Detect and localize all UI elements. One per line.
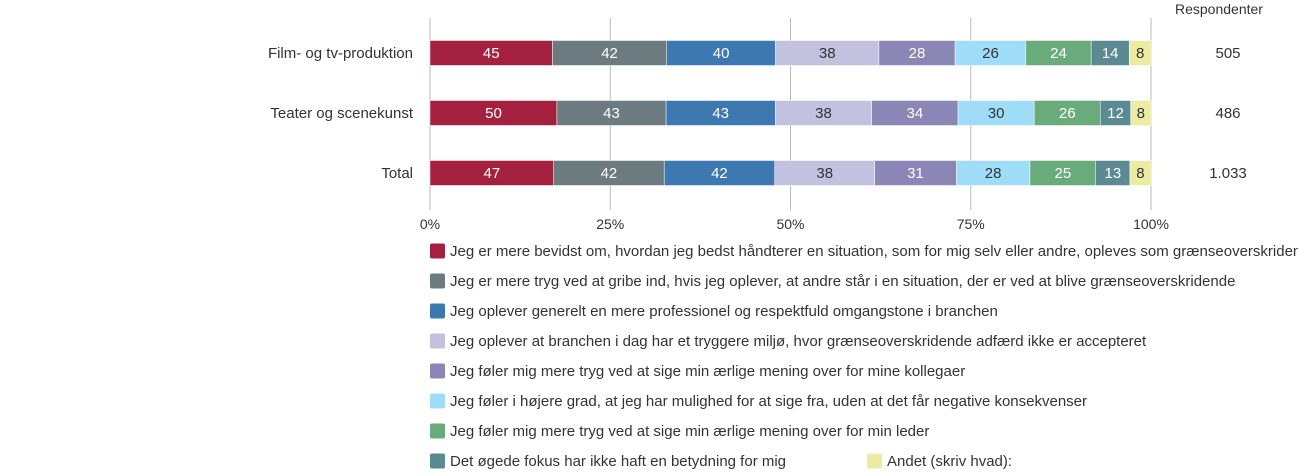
data-label: 50 xyxy=(485,105,502,122)
legend-item: Det øgede fokus har ikke haft en betydni… xyxy=(450,453,786,470)
bar-segment xyxy=(1025,40,1092,66)
data-label: 30 xyxy=(988,105,1005,122)
bar-segment xyxy=(956,160,1031,186)
data-label: 13 xyxy=(1105,165,1122,182)
data-label: 31 xyxy=(907,165,924,182)
legend-item: Jeg oplever generelt en mere professione… xyxy=(450,303,998,320)
bar-segment xyxy=(774,160,875,186)
data-label: 42 xyxy=(711,165,728,182)
respondents-header: Respondenter xyxy=(1175,1,1263,17)
respondent-count: 1.033 xyxy=(1209,165,1247,182)
bar-segment xyxy=(429,160,554,186)
legend-item: Jeg føler mig mere tryg ved at sige min … xyxy=(450,363,965,380)
x-tick-label: 0% xyxy=(420,216,440,232)
data-label: 45 xyxy=(483,45,500,62)
x-tick-label: 75% xyxy=(957,216,985,232)
legend-item: Jeg oplever at branchen i dag har et try… xyxy=(450,333,1147,350)
bar-segment xyxy=(775,100,872,126)
legend: Jeg er mere bevidst om, hvordan jeg beds… xyxy=(430,243,1298,470)
category-label: Film- og tv-produktion xyxy=(268,45,413,62)
data-label: 43 xyxy=(603,105,620,122)
category-labels: Film- og tv-produktion Teater og scenekun… xyxy=(268,45,414,182)
data-label: 34 xyxy=(907,105,924,122)
bar-segment xyxy=(954,40,1027,66)
data-label: 8 xyxy=(1136,165,1144,182)
data-label: 28 xyxy=(909,45,926,62)
respondent-count: 505 xyxy=(1215,45,1240,62)
data-label: 43 xyxy=(712,105,729,122)
bar-segment xyxy=(775,40,880,66)
respondent-column: Respondenter 505 486 1.033 xyxy=(1175,1,1263,182)
respondent-count: 486 xyxy=(1215,105,1240,122)
legend-swatch xyxy=(430,243,445,259)
bar-segment xyxy=(1029,160,1096,186)
bar-segment xyxy=(871,100,959,126)
data-label: 8 xyxy=(1137,105,1145,122)
legend-swatch xyxy=(430,453,445,469)
bar-segment xyxy=(1130,100,1152,126)
bar-segment xyxy=(878,40,956,66)
x-axis-ticks: 0% 25% 50% 75% 100% xyxy=(420,216,1169,232)
data-label: 8 xyxy=(1136,45,1144,62)
data-label: 26 xyxy=(1059,105,1076,122)
legend-item: Jeg føler mig mere tryg ved at sige min … xyxy=(450,423,929,440)
data-label: 26 xyxy=(982,45,999,62)
legend-item: Andet (skriv hvad): xyxy=(887,453,1012,470)
bar-segment xyxy=(429,100,558,126)
bar-segment xyxy=(552,40,667,66)
data-label: 40 xyxy=(713,45,730,62)
bar-segment xyxy=(665,100,776,126)
data-label: 42 xyxy=(601,45,618,62)
bar-segment xyxy=(1128,40,1152,66)
data-label: 47 xyxy=(483,165,500,182)
bar-segment xyxy=(1095,160,1131,186)
bar-segment xyxy=(874,160,957,186)
data-label: 38 xyxy=(819,45,836,62)
data-label: 25 xyxy=(1055,165,1072,182)
bar-segment xyxy=(957,100,1035,126)
legend-item: Jeg føler i højere grad, at jeg har muli… xyxy=(450,393,1087,410)
data-label: 42 xyxy=(601,165,618,182)
legend-swatch xyxy=(430,273,445,289)
legend-swatch xyxy=(430,423,445,439)
legend-swatch xyxy=(867,453,882,469)
category-label: Teater og scenekunst xyxy=(270,105,413,122)
x-tick-label: 50% xyxy=(776,216,804,232)
legend-swatch xyxy=(430,303,445,319)
x-tick-label: 25% xyxy=(596,216,624,232)
bar-segment xyxy=(1129,160,1152,186)
bar-segment xyxy=(663,160,775,186)
data-label: 28 xyxy=(985,165,1002,182)
data-label: 12 xyxy=(1107,105,1124,122)
legend-swatch xyxy=(430,333,445,349)
bar-segment xyxy=(1099,100,1131,126)
legend-swatch xyxy=(430,393,445,409)
bar-segment xyxy=(1033,100,1101,126)
bars: 45 42 40 38 28 26 24 14 8 50 43 43 38 34 30 26 12 8 47 42 42… xyxy=(429,40,1152,186)
category-label: Total xyxy=(381,165,413,182)
legend-swatch xyxy=(430,363,445,379)
data-label: 14 xyxy=(1102,45,1119,62)
data-label: 38 xyxy=(815,105,832,122)
x-tick-label: 100% xyxy=(1133,216,1169,232)
bar-segment xyxy=(666,40,776,66)
data-label: 38 xyxy=(816,165,833,182)
data-label: 24 xyxy=(1050,45,1067,62)
legend-item: Jeg er mere bevidst om, hvordan jeg beds… xyxy=(450,243,1298,260)
bar-segment xyxy=(553,160,665,186)
legend-item: Jeg er mere tryg ved at gribe ind, hvis … xyxy=(450,273,1235,290)
bar-segment xyxy=(429,40,553,66)
